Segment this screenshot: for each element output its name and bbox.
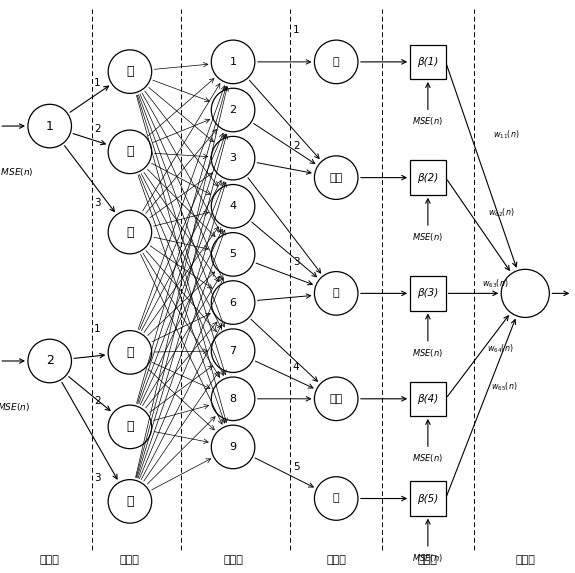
Circle shape: [315, 477, 358, 520]
Text: 2: 2: [229, 105, 237, 115]
Circle shape: [315, 156, 358, 199]
Text: 第四层: 第四层: [326, 555, 346, 564]
Text: 3: 3: [229, 153, 236, 163]
FancyBboxPatch shape: [410, 45, 446, 79]
Circle shape: [211, 233, 255, 276]
Text: β(5): β(5): [417, 493, 439, 504]
Text: 3: 3: [94, 473, 101, 484]
Text: 6: 6: [229, 297, 236, 308]
Circle shape: [28, 104, 71, 148]
Text: 第五层: 第五层: [418, 555, 438, 564]
FancyBboxPatch shape: [410, 481, 446, 516]
FancyBboxPatch shape: [410, 382, 446, 416]
Text: 1: 1: [46, 120, 53, 132]
Text: 第三层: 第三层: [223, 555, 243, 564]
Text: $w_{65}(n)$: $w_{65}(n)$: [491, 380, 518, 393]
Circle shape: [211, 425, 255, 469]
FancyBboxPatch shape: [410, 276, 446, 311]
Circle shape: [211, 136, 255, 180]
Circle shape: [108, 480, 152, 523]
Text: $MSE(n)$: $MSE(n)$: [412, 347, 443, 359]
Text: 零: 零: [126, 146, 133, 158]
Text: $w_{62}(n)$: $w_{62}(n)$: [488, 207, 515, 219]
Text: 大: 大: [126, 346, 133, 359]
Text: β(1): β(1): [417, 57, 439, 67]
Text: $w_{11}(n)$: $w_{11}(n)$: [493, 128, 519, 141]
Text: 4: 4: [229, 201, 237, 211]
Text: 第六层: 第六层: [515, 555, 535, 564]
Text: 3: 3: [293, 257, 300, 267]
Text: 4: 4: [293, 362, 300, 372]
Circle shape: [211, 329, 255, 372]
Text: 2: 2: [94, 124, 101, 134]
Text: β(3): β(3): [417, 288, 439, 299]
Circle shape: [108, 130, 152, 174]
Circle shape: [108, 331, 152, 374]
Text: 中大: 中大: [329, 172, 343, 183]
Circle shape: [211, 88, 255, 132]
Circle shape: [108, 50, 152, 93]
Circle shape: [315, 40, 358, 84]
Text: 小: 小: [333, 493, 339, 504]
Text: $MSE(n)$: $MSE(n)$: [412, 452, 443, 464]
Circle shape: [108, 405, 152, 449]
Circle shape: [315, 272, 358, 315]
Text: 中: 中: [333, 288, 339, 299]
Text: $MSE(n)$: $MSE(n)$: [412, 115, 443, 127]
Circle shape: [211, 377, 255, 421]
Circle shape: [315, 377, 358, 421]
Circle shape: [108, 210, 152, 254]
Text: 8: 8: [229, 394, 237, 404]
Text: 5: 5: [293, 462, 300, 472]
Text: 小: 小: [126, 495, 133, 508]
Text: 第一层: 第一层: [40, 555, 60, 564]
FancyBboxPatch shape: [410, 160, 446, 195]
Text: 1: 1: [229, 57, 236, 67]
Text: 中小: 中小: [329, 394, 343, 404]
Text: 2: 2: [94, 396, 101, 406]
Text: 1: 1: [94, 78, 101, 88]
Text: $w_{64}(n)$: $w_{64}(n)$: [487, 342, 513, 355]
Text: 1: 1: [94, 324, 101, 335]
Text: 1: 1: [293, 25, 300, 36]
Circle shape: [501, 269, 549, 317]
Text: 2: 2: [46, 355, 53, 367]
Text: 9: 9: [229, 442, 237, 452]
Text: 中: 中: [126, 421, 133, 433]
Text: 3: 3: [94, 198, 101, 209]
Circle shape: [211, 281, 255, 324]
Circle shape: [211, 185, 255, 228]
Text: 正: 正: [126, 65, 133, 78]
Text: 7: 7: [229, 346, 237, 356]
Text: $MSE(n)$: $MSE(n)$: [412, 231, 443, 243]
Text: $MSE(n)$: $MSE(n)$: [412, 552, 443, 564]
Text: 5: 5: [229, 249, 236, 260]
Text: $\Delta\,MSE(n)$: $\Delta\,MSE(n)$: [0, 166, 34, 178]
Text: 负: 负: [126, 226, 133, 238]
Text: $MSE(n)$: $MSE(n)$: [0, 401, 30, 413]
Circle shape: [211, 40, 255, 84]
Circle shape: [28, 339, 71, 383]
Text: β(2): β(2): [417, 172, 439, 183]
Text: 大: 大: [333, 57, 339, 67]
Text: β(4): β(4): [417, 394, 439, 404]
Text: 第二层: 第二层: [120, 555, 140, 564]
Text: 2: 2: [293, 141, 300, 151]
Text: $w_{63}(n)$: $w_{63}(n)$: [482, 277, 509, 290]
